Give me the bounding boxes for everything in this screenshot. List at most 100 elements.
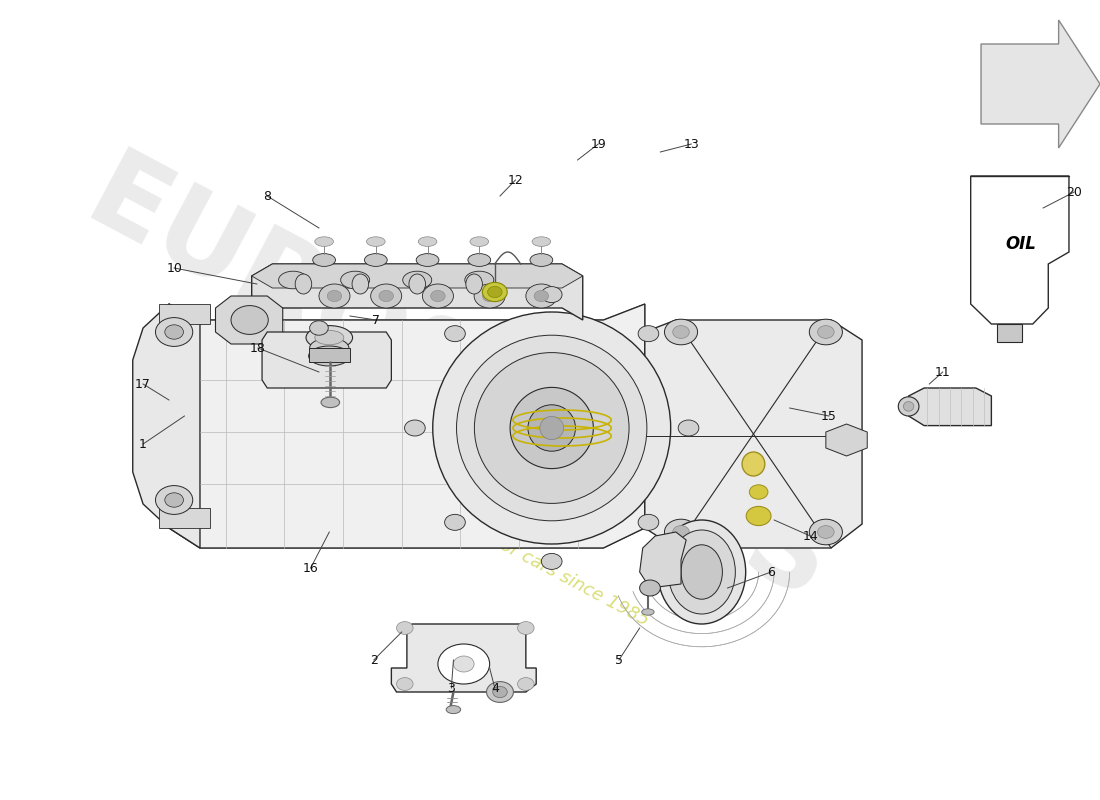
Text: EUROSPARES: EUROSPARES — [69, 143, 848, 625]
Circle shape — [673, 526, 690, 538]
Circle shape — [518, 622, 535, 634]
Polygon shape — [216, 296, 283, 344]
Ellipse shape — [470, 237, 488, 246]
Ellipse shape — [306, 326, 353, 350]
Polygon shape — [826, 424, 867, 456]
Ellipse shape — [447, 706, 461, 714]
Circle shape — [431, 290, 446, 302]
Polygon shape — [981, 20, 1100, 148]
Text: 2: 2 — [370, 654, 377, 666]
Circle shape — [817, 326, 834, 338]
Ellipse shape — [668, 530, 735, 614]
Circle shape — [231, 306, 268, 334]
Polygon shape — [970, 176, 1069, 324]
Ellipse shape — [641, 609, 654, 615]
Text: 11: 11 — [935, 366, 950, 378]
Polygon shape — [169, 496, 645, 548]
Polygon shape — [997, 324, 1022, 342]
Text: 19: 19 — [591, 138, 606, 150]
Circle shape — [396, 678, 414, 690]
Text: 7: 7 — [372, 314, 379, 326]
Text: 17: 17 — [135, 378, 151, 390]
Circle shape — [327, 290, 342, 302]
Circle shape — [422, 284, 453, 308]
Circle shape — [165, 493, 184, 507]
Circle shape — [664, 319, 697, 345]
Text: 13: 13 — [683, 138, 700, 150]
Ellipse shape — [418, 237, 437, 246]
Ellipse shape — [315, 237, 333, 246]
Polygon shape — [252, 264, 583, 288]
Circle shape — [438, 644, 490, 684]
Circle shape — [487, 286, 502, 298]
Text: 10: 10 — [166, 262, 183, 274]
Ellipse shape — [352, 274, 368, 294]
Circle shape — [664, 519, 697, 545]
Circle shape — [474, 284, 505, 308]
Circle shape — [541, 286, 562, 302]
Circle shape — [810, 319, 843, 345]
Circle shape — [483, 282, 507, 302]
Text: 16: 16 — [302, 562, 319, 574]
Ellipse shape — [295, 274, 311, 294]
Ellipse shape — [309, 338, 349, 358]
Circle shape — [526, 284, 557, 308]
Ellipse shape — [432, 312, 671, 544]
Text: 1: 1 — [139, 438, 147, 450]
Circle shape — [749, 485, 768, 499]
Text: 15: 15 — [821, 410, 837, 422]
Ellipse shape — [742, 452, 764, 476]
Circle shape — [405, 420, 426, 436]
Polygon shape — [158, 508, 210, 528]
Polygon shape — [639, 532, 686, 588]
Text: 8: 8 — [263, 190, 272, 202]
Circle shape — [444, 326, 465, 342]
Ellipse shape — [321, 397, 340, 407]
Circle shape — [518, 678, 535, 690]
Polygon shape — [169, 304, 645, 348]
Ellipse shape — [364, 254, 387, 266]
Circle shape — [746, 506, 771, 526]
Ellipse shape — [341, 271, 370, 289]
Ellipse shape — [309, 346, 350, 366]
Circle shape — [817, 526, 834, 538]
Ellipse shape — [409, 274, 426, 294]
Circle shape — [638, 326, 659, 342]
Ellipse shape — [468, 254, 491, 266]
Circle shape — [319, 284, 350, 308]
Text: 12: 12 — [507, 174, 524, 186]
Circle shape — [155, 318, 192, 346]
Ellipse shape — [540, 416, 563, 440]
Polygon shape — [645, 320, 862, 548]
Text: 20: 20 — [1066, 186, 1082, 198]
Circle shape — [371, 284, 402, 308]
Circle shape — [493, 686, 507, 698]
Circle shape — [155, 486, 192, 514]
Ellipse shape — [530, 254, 552, 266]
Circle shape — [309, 321, 328, 335]
Text: 6: 6 — [767, 566, 775, 578]
Ellipse shape — [403, 271, 431, 289]
Circle shape — [444, 514, 465, 530]
Polygon shape — [158, 304, 210, 324]
Circle shape — [453, 656, 474, 672]
Circle shape — [486, 682, 514, 702]
Ellipse shape — [278, 271, 308, 289]
Circle shape — [541, 554, 562, 570]
Text: 14: 14 — [803, 530, 818, 542]
Circle shape — [810, 519, 843, 545]
Circle shape — [165, 325, 184, 339]
Ellipse shape — [315, 330, 344, 345]
Ellipse shape — [532, 237, 551, 246]
Circle shape — [378, 290, 394, 302]
Polygon shape — [909, 388, 991, 426]
Text: 18: 18 — [250, 342, 266, 354]
Text: 4: 4 — [491, 682, 498, 694]
Text: 3: 3 — [448, 682, 455, 694]
Polygon shape — [169, 304, 645, 548]
Ellipse shape — [456, 335, 647, 521]
Text: 5: 5 — [615, 654, 623, 666]
Circle shape — [639, 580, 660, 596]
Polygon shape — [392, 624, 536, 692]
Ellipse shape — [366, 237, 385, 246]
